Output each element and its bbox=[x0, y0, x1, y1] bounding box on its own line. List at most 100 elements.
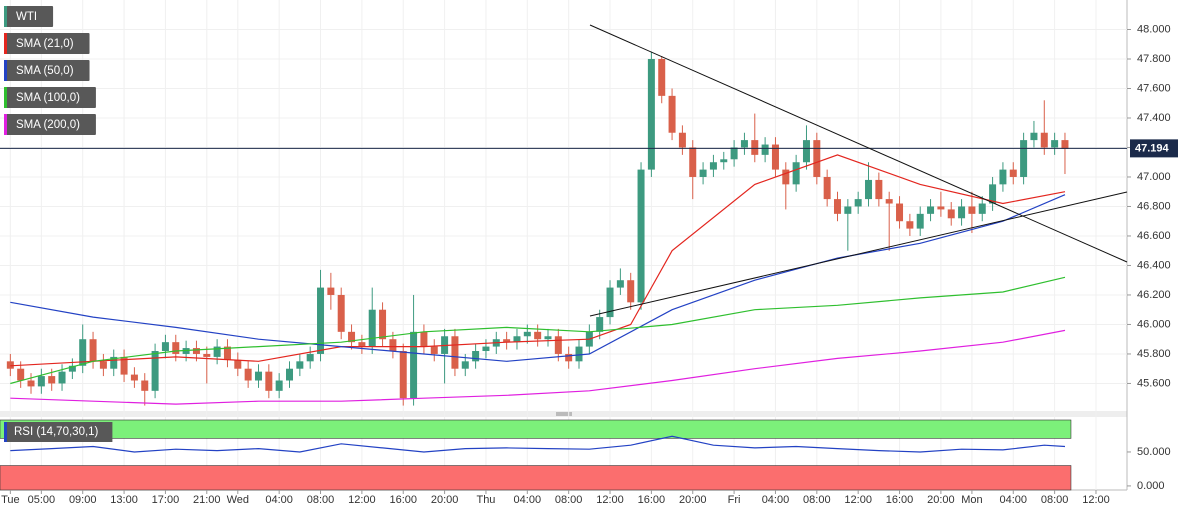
x-tick-label: Tue bbox=[1, 494, 20, 506]
candle-body bbox=[782, 169, 790, 185]
x-tick-label: Wed bbox=[227, 494, 249, 506]
candle-body bbox=[844, 206, 852, 214]
x-tick-label: 16:00 bbox=[389, 494, 417, 506]
x-tick-label: 08:00 bbox=[307, 494, 335, 506]
candle-body bbox=[627, 280, 635, 303]
candle-body bbox=[865, 179, 873, 200]
candle-body bbox=[875, 179, 883, 200]
candle-body bbox=[1051, 140, 1059, 148]
x-tick-label: 09:00 bbox=[69, 494, 97, 506]
candle-body bbox=[720, 159, 728, 163]
y-tick-label: 47.600 bbox=[1137, 82, 1171, 94]
candle-body bbox=[575, 346, 583, 362]
candle-body bbox=[317, 287, 325, 354]
candle-body bbox=[699, 169, 707, 177]
y-tick-label: 46.000 bbox=[1137, 318, 1171, 330]
candle-body bbox=[399, 351, 407, 399]
legend-chip bbox=[4, 87, 96, 108]
candle-body bbox=[730, 147, 738, 160]
candle-body bbox=[37, 376, 45, 387]
candle-body bbox=[244, 368, 252, 381]
y-tick-label: 0.000 bbox=[1137, 480, 1165, 492]
candle-body bbox=[637, 169, 645, 303]
x-tick-label: 12:00 bbox=[1082, 494, 1110, 506]
y-tick-label: 46.600 bbox=[1137, 230, 1171, 242]
candle-body bbox=[151, 351, 159, 391]
candle-body bbox=[1040, 132, 1048, 148]
x-tick-label: 16:00 bbox=[638, 494, 666, 506]
candle-body bbox=[461, 361, 469, 369]
candle-body bbox=[937, 206, 945, 210]
legend-item: WTI bbox=[4, 6, 54, 27]
candle-body bbox=[596, 317, 604, 332]
x-tick-label: 12:00 bbox=[596, 494, 624, 506]
rsi-bands bbox=[0, 419, 1072, 491]
candle-body bbox=[813, 140, 821, 177]
oversold-band bbox=[0, 465, 1072, 491]
candle-body bbox=[6, 361, 14, 369]
candle-body bbox=[420, 331, 428, 347]
x-tick-label: 20:00 bbox=[927, 494, 955, 506]
legend-item: SMA (200,0) bbox=[4, 114, 96, 135]
last-price-label: 47.194 bbox=[1135, 142, 1170, 154]
candle-body bbox=[130, 374, 138, 381]
plot bbox=[0, 51, 1127, 453]
legend-color bbox=[4, 114, 7, 135]
candle-body bbox=[172, 342, 180, 354]
candle-body bbox=[751, 140, 759, 155]
candle-body bbox=[482, 346, 490, 352]
x-tick-label: 08:00 bbox=[803, 494, 831, 506]
candle-body bbox=[792, 162, 800, 185]
legend-color bbox=[4, 87, 7, 108]
candle-body bbox=[161, 342, 169, 352]
legend-chip bbox=[4, 6, 54, 27]
candle-body bbox=[141, 380, 149, 391]
candle-body bbox=[27, 380, 35, 387]
candle-body bbox=[554, 336, 562, 354]
legend-chip bbox=[4, 114, 96, 135]
candle-body bbox=[761, 144, 769, 155]
x-tick-label: 04:00 bbox=[762, 494, 790, 506]
candle-body bbox=[534, 331, 542, 340]
x-tick-label: 13:00 bbox=[110, 494, 138, 506]
candle-body bbox=[203, 353, 211, 357]
candle-body bbox=[1061, 140, 1069, 149]
candle-body bbox=[854, 199, 862, 207]
x-tick-label: 21:00 bbox=[193, 494, 221, 506]
y-tick-label: 45.800 bbox=[1137, 348, 1171, 360]
candle-body bbox=[802, 140, 810, 163]
candle-body bbox=[89, 339, 97, 362]
legend-label: WTI bbox=[16, 11, 37, 23]
candle-body bbox=[503, 339, 511, 343]
x-tick-label: 17:00 bbox=[152, 494, 180, 506]
candle-body bbox=[368, 309, 376, 347]
legend-label: SMA (200,0) bbox=[16, 119, 80, 131]
trend-line bbox=[589, 24, 1128, 263]
candle-body bbox=[689, 147, 697, 177]
line bbox=[10, 435, 1066, 453]
line bbox=[10, 329, 1066, 405]
x-tick-label: 04:00 bbox=[265, 494, 293, 506]
overbought-band bbox=[0, 419, 1072, 439]
candle-body bbox=[833, 199, 841, 214]
x-tick-label: Mon bbox=[961, 494, 982, 506]
candle-body bbox=[348, 331, 356, 343]
legend-label: SMA (100,0) bbox=[16, 92, 80, 104]
candle-body bbox=[213, 346, 221, 357]
candle-body bbox=[709, 162, 717, 170]
candle-body bbox=[616, 280, 624, 288]
legend-color bbox=[4, 60, 7, 81]
legend-label: RSI (14,70,30,1) bbox=[14, 426, 99, 438]
candle-body bbox=[275, 380, 283, 391]
candle-body bbox=[58, 371, 66, 384]
candle-body bbox=[896, 203, 904, 222]
candle-body bbox=[885, 199, 893, 204]
candle-body bbox=[79, 339, 87, 366]
y-tick-label: 46.800 bbox=[1137, 200, 1171, 212]
candle-body bbox=[327, 287, 335, 295]
candle-body bbox=[306, 353, 314, 362]
legend-label: SMA (50,0) bbox=[16, 65, 74, 77]
candle-body bbox=[358, 342, 366, 347]
legend-color bbox=[4, 6, 7, 27]
